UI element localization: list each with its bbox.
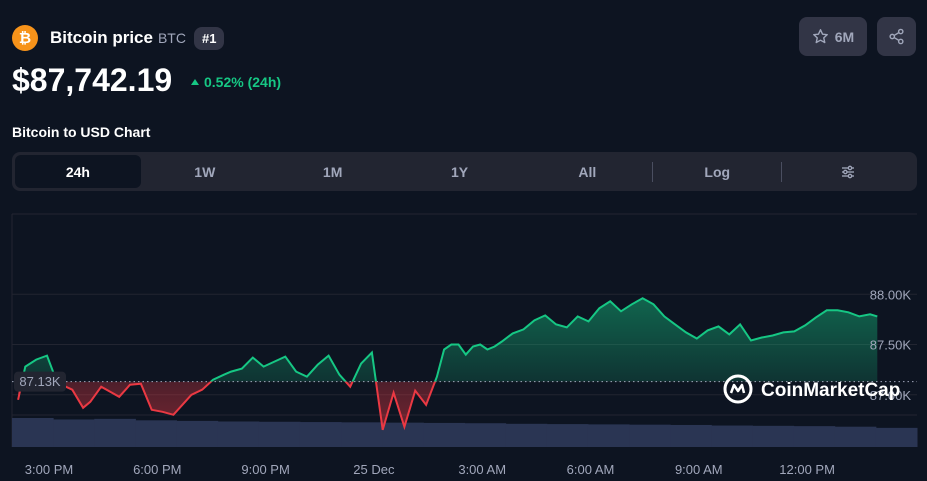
volume-bar [53, 419, 95, 447]
up-triangle-icon [191, 79, 199, 85]
price-area-up [22, 298, 878, 382]
baseline-label-bg [14, 371, 66, 392]
chart-range-tabs: 24h 1W 1M 1Y All Log [12, 152, 917, 191]
volume-bar [258, 421, 301, 447]
volume-bar [587, 424, 630, 447]
volume-bar [875, 427, 918, 447]
volume-bar [629, 424, 671, 447]
log-scale-toggle[interactable]: Log [704, 163, 731, 180]
tab-1y[interactable]: 1Y [450, 163, 469, 180]
volume-bar [94, 418, 136, 447]
tab-24h[interactable]: 24h [15, 155, 141, 188]
price-change-value: 0.52% (24h) [204, 74, 282, 90]
price-line-up [21, 297, 878, 382]
tab-divider [781, 161, 783, 182]
volume-bar [711, 425, 753, 447]
volume-bar [670, 424, 712, 447]
volume-bar [341, 422, 383, 447]
coin-name: Bitcoin price [50, 28, 153, 47]
bitcoin-logo-icon: ₿ [12, 25, 38, 51]
volume-bar [423, 422, 465, 447]
x-tick-label: 9:00 AM [675, 462, 723, 477]
volume-bar [793, 426, 836, 447]
chart-settings-button[interactable] [782, 155, 914, 188]
volume-bar [464, 423, 507, 447]
volume-bar [382, 422, 424, 447]
watermark-text: CoinMarketCap [761, 380, 900, 401]
x-tick-label: 6:00 PM [133, 462, 181, 477]
tab-all[interactable]: All [578, 163, 597, 180]
price-line-down [17, 381, 437, 431]
chart-title: Bitcoin to USD Chart [12, 124, 151, 140]
coinmarketcap-logo-icon [723, 374, 753, 404]
rank-badge: #1 [193, 26, 225, 50]
x-tick-label: 12:00 PM [779, 462, 835, 477]
volume-bar [12, 418, 54, 447]
volume-bar [505, 423, 548, 447]
volume-bar [834, 426, 877, 447]
x-tick-label: 6:00 AM [567, 462, 615, 477]
baseline-label: 87.13K [19, 374, 61, 389]
current-price: $87,742.19 [12, 62, 173, 98]
header-actions: 6M [799, 17, 916, 56]
share-icon [889, 28, 904, 45]
y-tick-label: 87.50K [870, 338, 912, 353]
volume-bar [752, 425, 795, 447]
volume-bar [217, 421, 260, 447]
price-chart-svg[interactable]: 87.13K 88.00K 87.50K 87.00K 3:00 PM 6:00 PM 9:… [0, 210, 927, 481]
coinmarketcap-watermark: CoinMarketCap [723, 374, 900, 404]
price-area-down [18, 381, 878, 430]
watchlist-button[interactable]: 6M [799, 17, 867, 56]
x-tick-label: 3:00 PM [25, 462, 73, 477]
coin-header: ₿ Bitcoin price BTC #1 [12, 24, 225, 52]
watchlist-count: 6M [834, 28, 855, 45]
price-chart[interactable]: 87.13K 88.00K 87.50K 87.00K 3:00 PM 6:00 PM 9:… [0, 210, 927, 481]
volume-bar [546, 424, 589, 447]
x-tick-label: 25 Dec [353, 462, 395, 477]
y-tick-label: 87.00K [870, 388, 912, 403]
x-tick-label: 3:00 AM [458, 462, 506, 477]
tab-1m[interactable]: 1M [322, 163, 343, 180]
volume-bar [299, 422, 342, 447]
share-button[interactable] [877, 17, 916, 56]
sliders-icon [842, 165, 855, 178]
tab-divider [652, 161, 654, 182]
price-change-24h: 0.52% (24h) [191, 74, 281, 90]
y-tick-label: 88.00K [870, 287, 912, 302]
volume-bar [135, 420, 178, 447]
coin-symbol: BTC [157, 30, 186, 46]
star-icon [812, 29, 828, 44]
x-tick-label: 9:00 PM [241, 462, 289, 477]
tab-1w[interactable]: 1W [194, 163, 216, 180]
volume-bar [176, 420, 219, 447]
